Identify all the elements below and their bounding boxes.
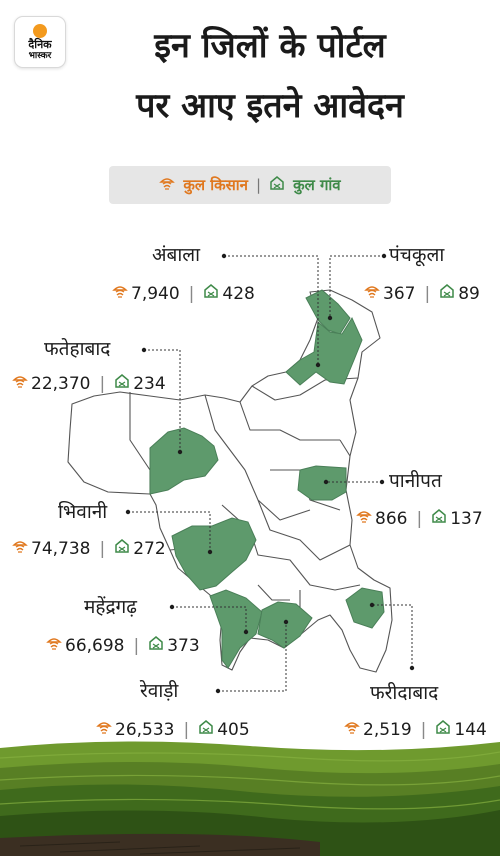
villages-count: 89 (458, 284, 480, 304)
farmers-count: 2,519 (363, 720, 412, 740)
farmer-icon (96, 719, 112, 741)
leader-lines (128, 255, 413, 692)
farmers-count: 26,533 (115, 720, 175, 740)
legend-farmers-label: कुल किसान (183, 176, 248, 194)
district-stats-panchkula: 367 | 89 (364, 283, 480, 305)
villages-count: 428 (222, 284, 255, 304)
village-icon (114, 373, 130, 395)
farmer-icon (344, 719, 360, 741)
villages-count: 272 (133, 539, 166, 559)
villages-count: 373 (167, 636, 200, 656)
district-stats-panipat: 866 | 137 (356, 508, 483, 530)
village-icon (269, 175, 285, 195)
district-stats-fatehabad: 22,370 | 234 (12, 373, 166, 395)
district-stats-ambala: 7,940 | 428 (112, 283, 255, 305)
farmland-illustration (0, 741, 500, 856)
farmer-icon (356, 508, 372, 530)
leader-line-ambala (224, 255, 319, 365)
district-bhiwani (171, 517, 257, 591)
villages-count: 144 (454, 720, 487, 740)
farmers-count: 367 (383, 284, 416, 304)
farmer-icon (46, 635, 62, 657)
village-icon (431, 508, 447, 530)
village-icon (435, 719, 451, 741)
village-icon (203, 283, 219, 305)
leader-line-mahendragarh (172, 606, 247, 632)
villages-count: 137 (450, 509, 483, 529)
district-panchkula (305, 289, 351, 335)
village-icon (114, 538, 130, 560)
district-mahendragarh (209, 589, 263, 669)
district-stats-mahendragarh: 66,698 | 373 (46, 635, 200, 657)
farmer-icon (12, 538, 28, 560)
district-panipat (297, 465, 347, 501)
district-name-rewari: रेवाड़ी (140, 680, 179, 702)
legend: कुल किसान | कुल गांव (109, 166, 391, 204)
state-outline (67, 289, 393, 673)
district-stats-faridabad: 2,519 | 144 (344, 719, 487, 741)
district-name-fatehabad: फतेहाबाद (44, 338, 111, 360)
farmer-icon (159, 175, 176, 195)
leader-line-faridabad (372, 604, 413, 668)
haryana-map (67, 253, 415, 694)
district-stats-bhiwani: 74,738 | 272 (12, 538, 166, 560)
farmer-icon (364, 283, 380, 305)
farmers-count: 66,698 (65, 636, 125, 656)
page-title-line-1: इन जिलों के पोर्टल (154, 26, 386, 66)
farmers-count: 866 (375, 509, 408, 529)
district-rewari (257, 601, 313, 649)
logo-line-2: भास्कर (28, 50, 52, 61)
district-name-panipat: पानीपत (389, 470, 442, 492)
district-name-mahendragarh: महेंद्रगढ़ (84, 596, 137, 618)
farmers-count: 22,370 (31, 374, 91, 394)
legend-villages-label: कुल गांव (293, 176, 341, 194)
logo-line-1: दैनिक (28, 37, 52, 51)
district-ambala (285, 316, 363, 386)
village-icon (198, 719, 214, 741)
leader-line-bhiwani (128, 511, 211, 552)
village-icon (148, 635, 164, 657)
leader-line-rewari (218, 622, 287, 692)
district-fatehabad (149, 427, 219, 495)
district-name-panchkula: पंचकूला (389, 244, 445, 266)
villages-count: 234 (133, 374, 166, 394)
leader-dots (125, 253, 415, 694)
farmers-count: 7,940 (131, 284, 180, 304)
village-icon (439, 283, 455, 305)
farmer-icon (112, 283, 128, 305)
sun-icon (33, 23, 47, 38)
district-name-faridabad: फरीदाबाद (370, 682, 439, 704)
leader-line-panchkula (329, 255, 384, 318)
page-title-line-2: पर आए इतने आवेदन (136, 86, 404, 126)
legend-separator: | (256, 176, 262, 194)
district-name-bhiwani: भिवानी (58, 501, 108, 523)
villages-count: 405 (217, 720, 250, 740)
farmer-icon (12, 373, 28, 395)
farmers-count: 74,738 (31, 539, 91, 559)
district-faridabad (345, 587, 385, 629)
highlighted-districts (149, 289, 385, 669)
dainik-bhaskar-logo: दैनिक भास्कर (14, 16, 66, 68)
leader-line-fatehabad (144, 349, 181, 452)
district-name-ambala: अंबाला (152, 244, 201, 266)
district-stats-rewari: 26,533 | 405 (96, 719, 250, 741)
